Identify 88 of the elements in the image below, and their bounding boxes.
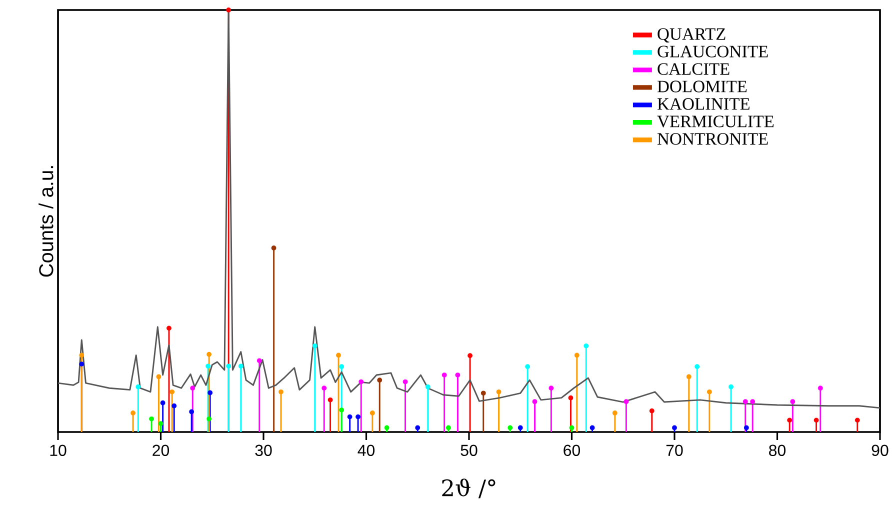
point xyxy=(206,364,210,369)
x-tick-label: 10 xyxy=(50,444,66,456)
point xyxy=(790,399,796,404)
point xyxy=(322,386,327,391)
point xyxy=(271,246,276,250)
point xyxy=(455,372,460,378)
point xyxy=(347,414,352,420)
point xyxy=(706,389,712,394)
point xyxy=(446,425,451,430)
point xyxy=(742,399,748,404)
point xyxy=(686,374,692,380)
point xyxy=(79,362,84,367)
point xyxy=(574,352,580,358)
point xyxy=(79,352,84,358)
point xyxy=(442,372,447,378)
point xyxy=(694,364,700,370)
point xyxy=(160,400,166,406)
point xyxy=(624,399,629,404)
point xyxy=(402,379,408,384)
point xyxy=(149,416,154,422)
point xyxy=(370,410,375,416)
point xyxy=(256,358,262,364)
point xyxy=(854,418,860,423)
point xyxy=(336,352,341,358)
point xyxy=(569,425,574,430)
point xyxy=(584,343,589,348)
point xyxy=(612,410,618,416)
point xyxy=(649,408,654,414)
point xyxy=(525,364,530,370)
x-tick-label: 80 xyxy=(769,444,786,456)
point xyxy=(356,414,360,420)
point xyxy=(358,379,364,384)
point xyxy=(384,425,390,430)
point xyxy=(377,378,382,383)
point xyxy=(508,425,513,430)
point xyxy=(328,397,333,402)
point xyxy=(158,421,164,426)
point xyxy=(496,389,502,394)
point xyxy=(590,425,595,430)
point xyxy=(568,395,574,400)
point xyxy=(136,384,141,390)
point xyxy=(728,384,734,390)
x-tick-label: 20 xyxy=(152,444,170,456)
point xyxy=(818,386,823,391)
x-tick-label: 90 xyxy=(872,444,888,456)
point xyxy=(206,416,212,422)
point xyxy=(548,386,554,391)
point xyxy=(339,408,344,413)
point xyxy=(744,425,749,430)
point xyxy=(278,389,284,394)
point xyxy=(750,399,756,404)
point xyxy=(130,410,136,416)
legend-label: GLAUCONITE xyxy=(658,46,768,58)
point xyxy=(468,353,472,358)
point xyxy=(226,8,232,12)
x-tick-label: 30 xyxy=(255,444,272,456)
point xyxy=(190,386,196,391)
legend-label: NONTRONITE xyxy=(657,133,768,145)
point xyxy=(339,364,344,370)
x-axis-title: 2ϑ /° xyxy=(442,478,496,498)
point xyxy=(189,409,194,414)
legend-label: KAOLINITE xyxy=(657,98,750,110)
x-tick-label: 50 xyxy=(460,444,478,456)
point xyxy=(787,418,792,423)
point xyxy=(312,343,318,348)
legend-label: CALCITE xyxy=(658,63,730,75)
point xyxy=(208,390,213,396)
point xyxy=(206,352,212,357)
x-tick-label: 70 xyxy=(666,444,683,456)
legend-label: DOLOMITE xyxy=(657,80,747,92)
x-tick-label: 40 xyxy=(358,444,375,456)
point xyxy=(166,326,172,331)
point xyxy=(172,403,177,408)
point xyxy=(532,399,538,404)
point xyxy=(518,425,523,430)
point xyxy=(672,425,677,430)
x-tick-label: 60 xyxy=(564,444,580,456)
point xyxy=(156,374,162,380)
point xyxy=(226,364,232,369)
point xyxy=(170,389,175,394)
point xyxy=(425,384,430,390)
point xyxy=(480,390,486,396)
y-axis-title: Counts / a.u. xyxy=(38,166,54,277)
legend-label: VERMICULITE xyxy=(657,116,774,128)
point xyxy=(415,425,420,430)
point xyxy=(814,418,819,423)
point xyxy=(238,364,244,369)
legend-label: QUARTZ xyxy=(658,28,726,43)
